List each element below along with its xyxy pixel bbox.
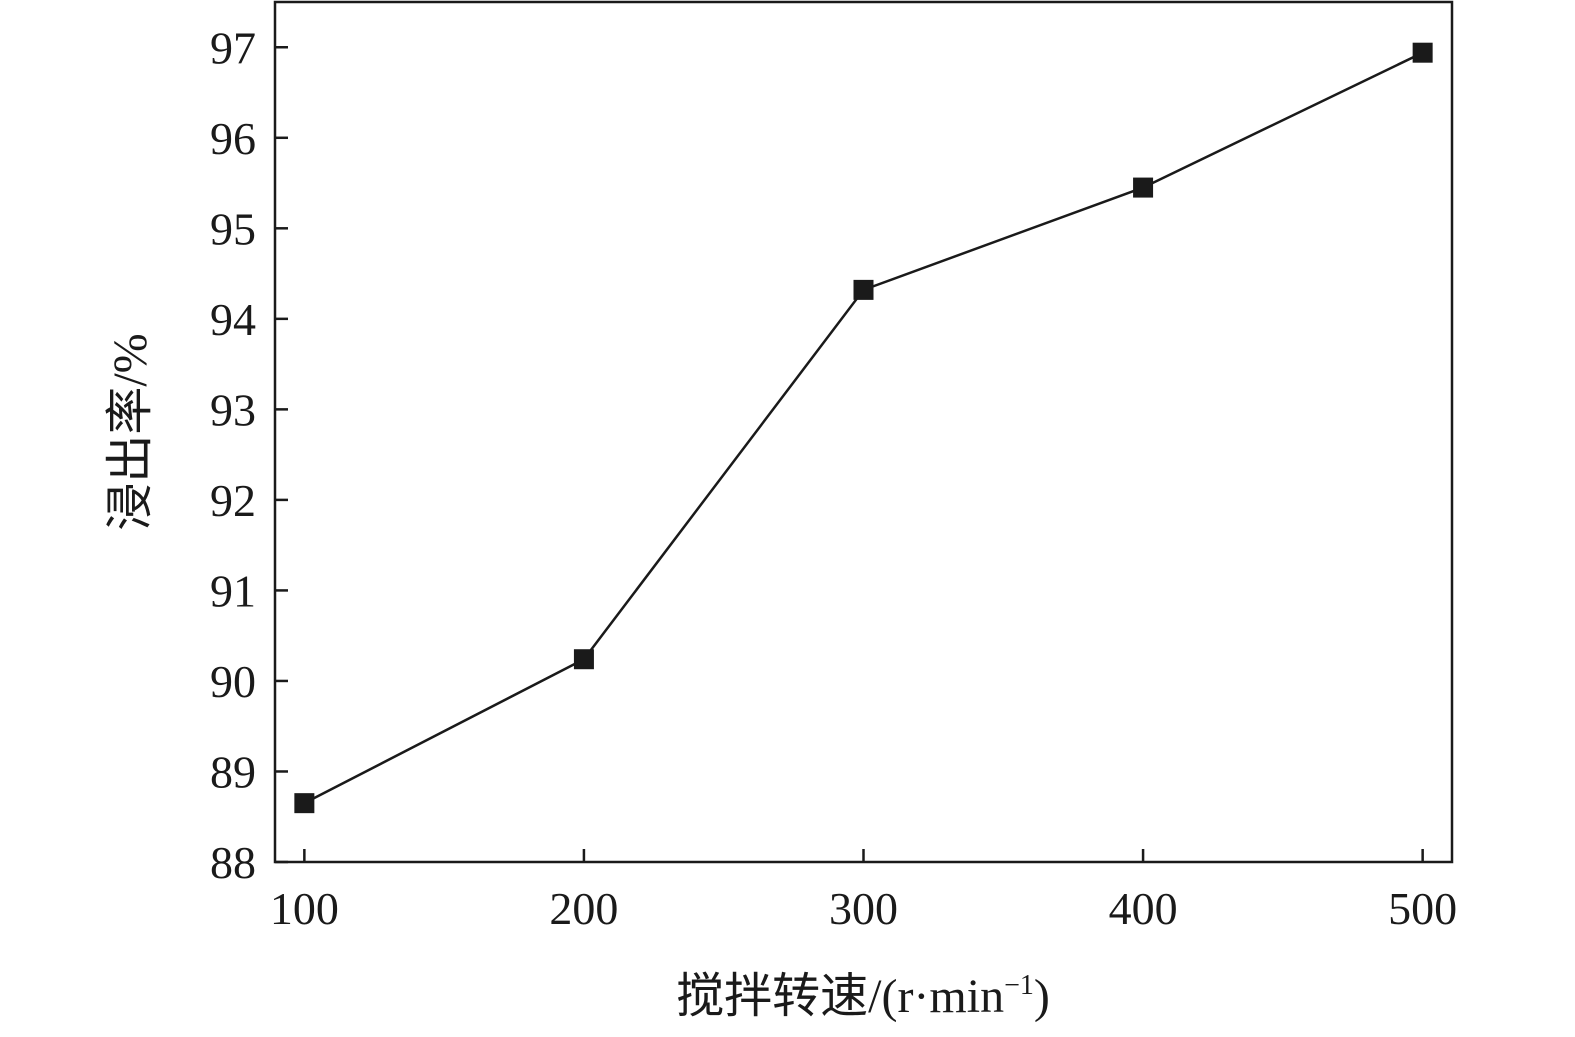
data-point-marker [1133, 177, 1154, 198]
data-point-marker [853, 279, 874, 300]
x-tick-label: 500 [1388, 883, 1457, 934]
x-tick-label: 400 [1109, 883, 1178, 934]
series-line [303, 51, 1424, 805]
x-axis-title-close: ) [1034, 970, 1050, 1023]
y-tick-label: 97 [210, 22, 256, 73]
series-layer [294, 42, 1433, 814]
y-tick-label: 93 [210, 384, 256, 435]
y-tick-label: 92 [210, 475, 256, 526]
y-tick-label: 90 [210, 656, 256, 707]
plot-frame [273, 0, 1454, 864]
data-point-marker [573, 649, 594, 670]
y-tick-label: 89 [210, 746, 256, 797]
data-point-marker [294, 793, 315, 814]
y-tick-label: 96 [210, 113, 256, 164]
x-tick-label: 100 [270, 883, 339, 934]
x-tick-label: 300 [829, 883, 898, 934]
x-axis-title: 搅拌转速/(r·min−1) [676, 970, 1050, 1023]
y-tick-label: 94 [210, 294, 256, 345]
data-point-marker [1412, 42, 1433, 63]
y-axis-title: 浸出率/% [104, 333, 157, 530]
y-tick-label: 88 [210, 837, 256, 888]
y-tick-label: 91 [210, 565, 256, 616]
x-axis-ticks: 100 200 300 400 500 [270, 849, 1457, 934]
y-axis-ticks: 88 89 90 91 92 93 94 95 96 97 [210, 22, 288, 888]
x-tick-label: 200 [549, 883, 618, 934]
x-axis-title-main: 搅拌转速/(r·min [676, 970, 1004, 1023]
y-tick-label: 95 [210, 203, 256, 254]
x-axis-title-sup: −1 [1004, 970, 1034, 1001]
